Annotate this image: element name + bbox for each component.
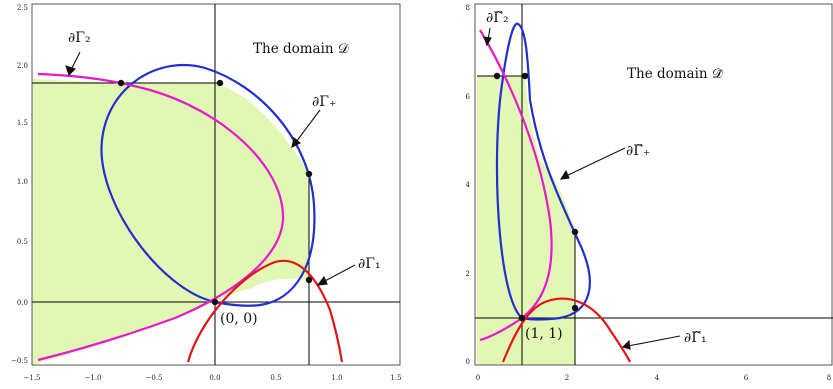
right-one-one-point <box>518 314 526 322</box>
left-gamma2-label: ∂Γ₂ <box>68 30 91 46</box>
right-gamma1-label: ∂Γ̃₁ <box>684 330 707 346</box>
right-plot-frame <box>474 3 833 366</box>
left-x-tick: −1.5 <box>24 374 41 382</box>
left-y-tick: 1.0 <box>17 178 28 186</box>
left-panel: ∂Γ₂ ∂Γ₊ ∂Γ₁ (0, 0) The domain 𝒟 −1.5 −1.… <box>11 3 402 382</box>
right-gamma2-label: ∂Γ̃₂ <box>486 10 509 26</box>
right-one-one-label: (1, 1) <box>525 326 563 342</box>
left-domain-label: The domain 𝒟 <box>253 41 350 57</box>
left-origin-label: (0, 0) <box>220 311 258 327</box>
right-domain-label: The domain 𝒟̃ <box>627 66 724 82</box>
right-gamma-plus-label: ∂Γ̃₊ <box>626 143 650 159</box>
right-y-tick: 8 <box>466 4 470 12</box>
left-gamma-plus-label: ∂Γ₊ <box>312 94 336 110</box>
left-x-tick: −0.5 <box>146 374 163 382</box>
left-gamma1-curve <box>186 259 344 363</box>
left-point <box>216 79 224 87</box>
right-x-tick: 2 <box>565 374 569 382</box>
right-gamma2-curve <box>479 29 553 342</box>
left-gamma-plus-curve <box>100 63 316 307</box>
right-point <box>493 72 501 80</box>
left-y-tick: −0.5 <box>11 357 28 365</box>
right-panel: ∂Γ̃₂ ∂Γ̃₊ ∂Γ̃₁ (1, 1) The domain 𝒟̃ 0 2 … <box>466 3 833 382</box>
right-y-tick: 6 <box>466 93 471 101</box>
right-x-tick: 6 <box>744 374 749 382</box>
right-y-ticks: 0 2 4 6 8 <box>466 4 471 366</box>
right-y-tick: 2 <box>466 270 470 278</box>
right-x-tick: 0 <box>476 374 480 382</box>
left-gamma2-curve <box>37 72 285 362</box>
left-domain-fill <box>32 79 309 365</box>
right-y-tick: 0 <box>466 358 470 366</box>
right-domain-fill <box>477 76 575 365</box>
left-y-tick: 2.5 <box>17 4 28 12</box>
right-gamma-plus-curve <box>495 22 591 321</box>
left-x-ticks: −1.5 −1.0 −0.5 0.0 0.5 1.0 1.5 <box>24 374 402 382</box>
left-point <box>305 276 313 284</box>
left-y-tick: 2.0 <box>17 62 28 70</box>
right-point <box>571 304 579 312</box>
right-point <box>571 228 579 236</box>
left-point <box>305 170 313 178</box>
left-x-tick: 1.0 <box>331 374 342 382</box>
right-gamma1-curve <box>501 297 631 363</box>
left-y-ticks: −0.5 0.0 0.5 1.0 1.5 2.0 2.5 <box>11 4 28 365</box>
right-x-ticks: 0 2 4 6 8 <box>476 374 831 382</box>
left-y-tick: 0.5 <box>17 238 28 246</box>
left-gamma1-label: ∂Γ₁ <box>358 256 381 272</box>
left-point <box>117 79 125 87</box>
left-y-tick: 1.5 <box>17 119 28 127</box>
left-x-tick: 0.0 <box>209 374 220 382</box>
right-annotation-arrows <box>483 27 681 350</box>
left-x-tick: 1.5 <box>390 374 401 382</box>
left-x-tick: −1.0 <box>85 374 102 382</box>
right-point <box>521 72 529 80</box>
right-x-tick: 4 <box>655 374 660 382</box>
left-plot-frame <box>31 3 401 366</box>
left-annotation-arrows <box>65 51 356 286</box>
left-y-tick: 0.0 <box>17 299 28 307</box>
right-y-tick: 4 <box>466 181 471 189</box>
left-x-tick: 0.5 <box>270 374 281 382</box>
left-origin-point <box>211 298 219 306</box>
right-x-tick: 8 <box>827 374 831 382</box>
